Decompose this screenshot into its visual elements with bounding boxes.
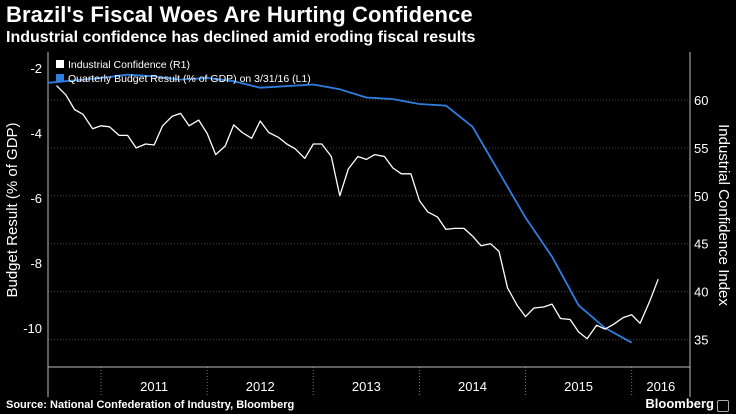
right-tick-label: 60 [694, 93, 708, 108]
left-axis-label: Budget Result (% of GDP) [4, 122, 21, 297]
series-line-industrial-confidence [56, 85, 659, 340]
legend: Industrial Confidence (R1) Quarterly Bud… [56, 59, 311, 85]
legend-swatch-budget [56, 74, 64, 82]
series [47, 73, 659, 344]
bloomberg-logo: Bloomberg [645, 396, 714, 411]
year-tick-label: 2016 [646, 379, 675, 394]
left-tick-label: -6 [30, 191, 42, 206]
right-tick-label: 55 [694, 141, 708, 156]
year-tick-label: 2012 [246, 379, 275, 394]
grid [48, 99, 690, 397]
chart-title: Brazil's Fiscal Woes Are Hurting Confide… [6, 2, 473, 27]
right-tick-label: 45 [694, 237, 708, 252]
source-note: Source: National Confederation of Indust… [6, 399, 295, 411]
legend-swatch-confidence [56, 60, 64, 68]
left-tick-label: -2 [30, 61, 42, 76]
left-tick-label: -4 [30, 126, 42, 141]
left-tick-label: -10 [23, 321, 42, 336]
right-tick-label: 40 [694, 285, 708, 300]
series-line-budget-result [47, 73, 633, 344]
legend-label-budget: Quarterly Budget Result (% of GDP) on 3/… [68, 73, 311, 85]
legend-label-confidence: Industrial Confidence (R1) [68, 59, 190, 71]
year-tick-label: 2014 [458, 379, 487, 394]
right-axis-label: Industrial Confidence Index [715, 124, 732, 306]
bloomberg-terminal-icon [717, 400, 729, 412]
year-tick-label: 2015 [564, 379, 593, 394]
right-tick-label: 35 [694, 333, 708, 348]
chart-subtitle: Industrial confidence has declined amid … [6, 29, 476, 46]
left-tick-label: -8 [30, 256, 42, 271]
axis-ticks: 35 40 45 50 55 60 -2 -4 -6 -8 -10 2011 2012 2013 2014 2… [23, 52, 708, 397]
right-tick-label: 50 [694, 189, 708, 204]
year-tick-label: 2011 [140, 379, 168, 394]
year-tick-label: 2013 [352, 379, 381, 394]
